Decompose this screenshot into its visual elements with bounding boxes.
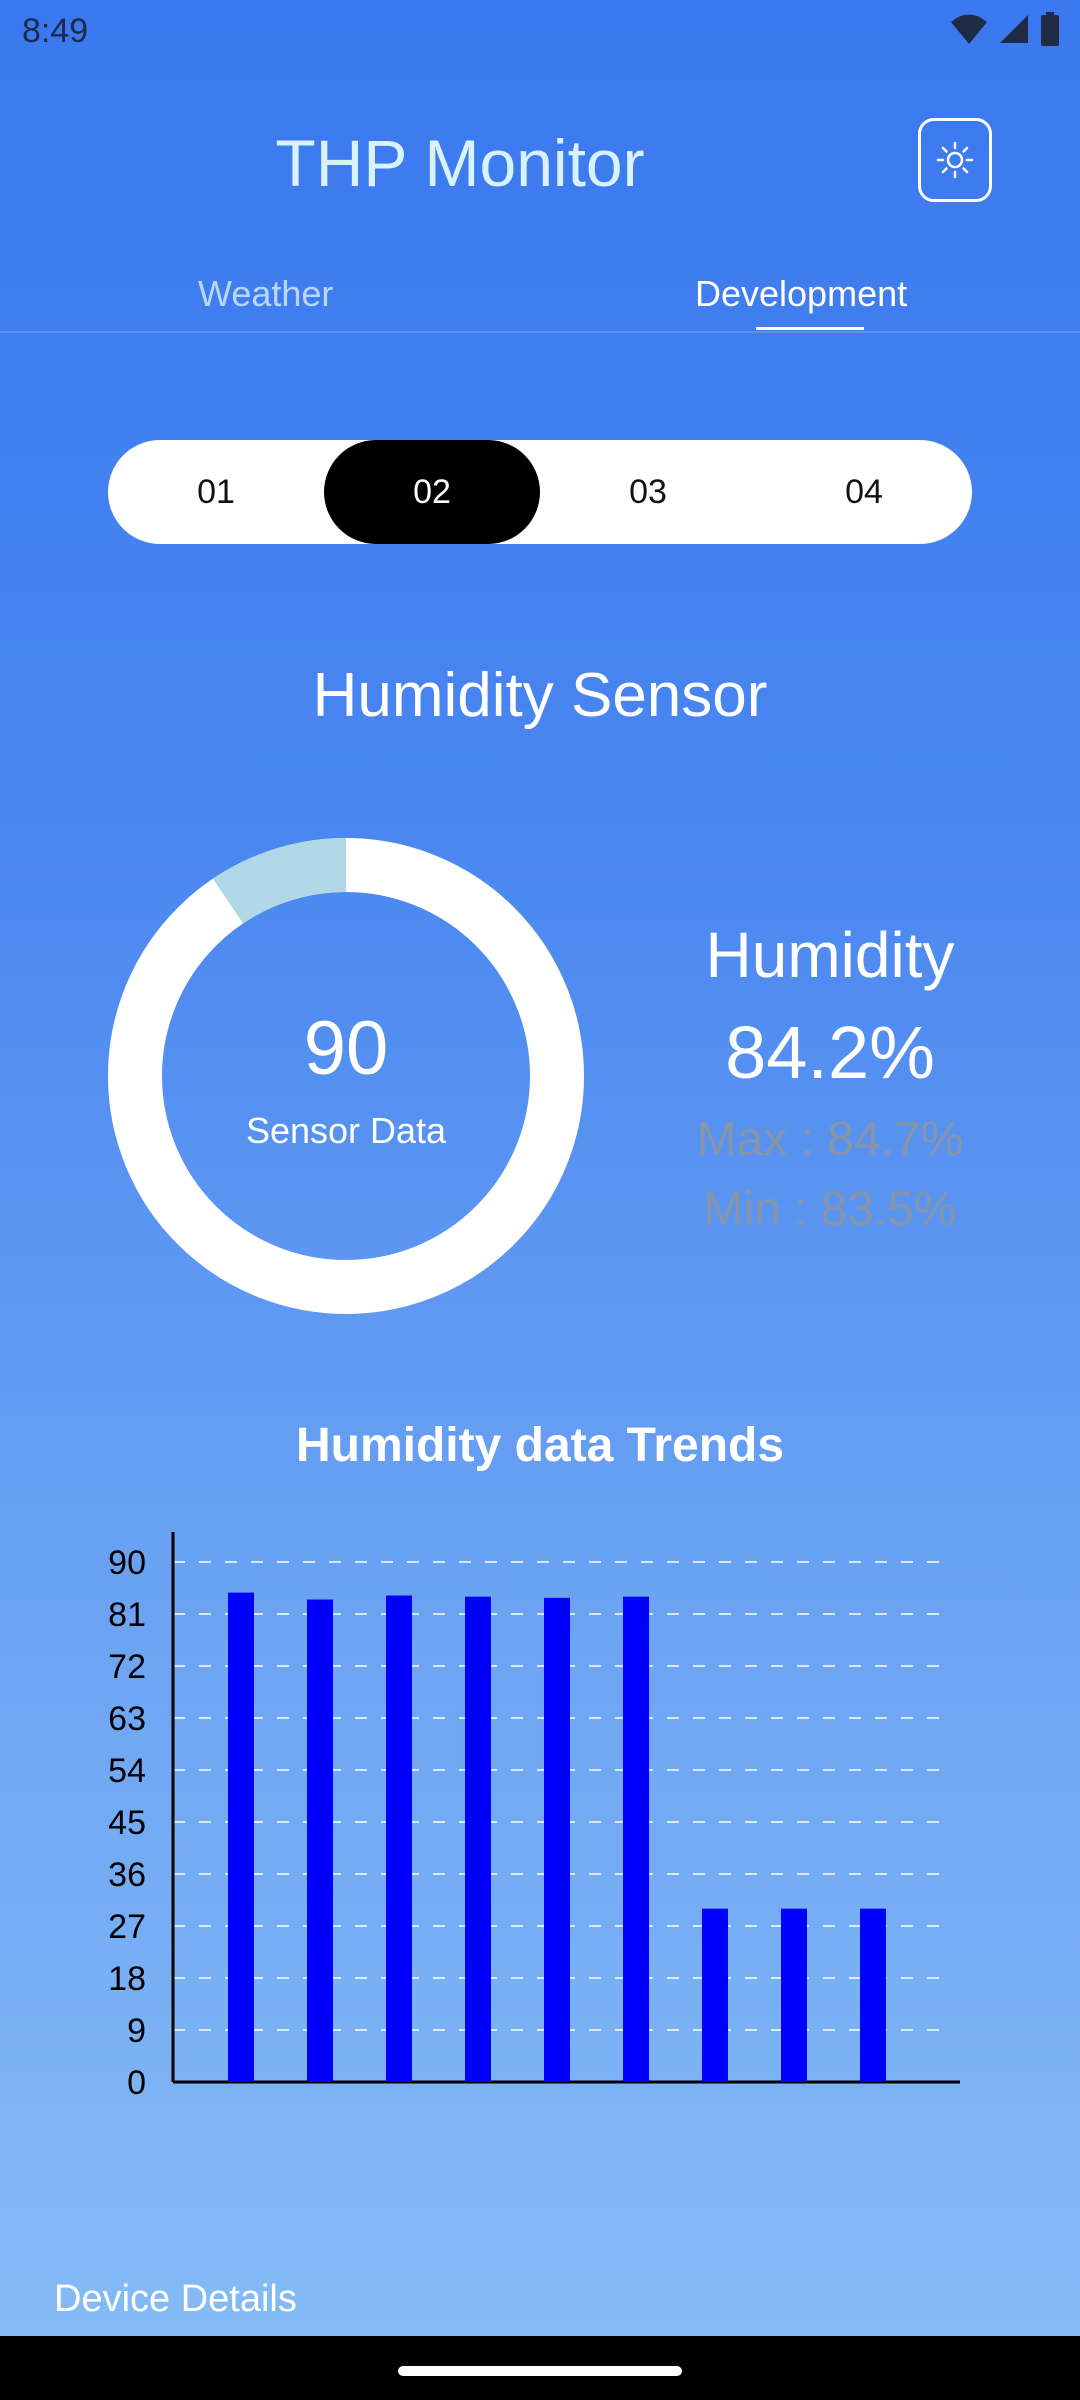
humidity-min: Min : 83.5% [703,1183,957,1236]
chart-bar [623,1596,649,2082]
chart-bar [781,1908,807,2082]
chart-bar [465,1596,491,2082]
sensor-selector: 01 02 03 04 [108,440,972,544]
chart-bar [860,1908,886,2082]
chart-bar [386,1595,412,2082]
selector-option-04[interactable]: 04 [845,472,883,511]
selector-option-03[interactable]: 03 [629,472,667,511]
tab-divider [0,331,1080,333]
home-handle[interactable] [398,2366,682,2376]
sun-icon [936,141,974,179]
y-tick-label: 81 [108,1596,146,1634]
battery-icon [1041,12,1059,46]
y-tick-label: 18 [108,1960,146,1998]
y-tick-label: 72 [108,1648,146,1686]
humidity-max: Max : 84.7% [696,1113,964,1166]
y-tick-label: 0 [127,2064,146,2100]
theme-toggle-button[interactable] [918,118,992,202]
gauge-label: Sensor Data [245,1110,447,1151]
signal-icon [1000,15,1028,43]
tab-development[interactable]: Development [695,273,908,314]
y-tick-label: 27 [108,1908,146,1946]
gauge-value: 90 [303,1006,389,1091]
humidity-gauge [108,838,584,1314]
chart-bar [307,1599,333,2082]
selector-option-02[interactable]: 02 [324,440,540,544]
sensor-title: Humidity Sensor [312,661,768,730]
y-tick-label: 90 [108,1544,146,1582]
chart-bar [544,1597,570,2082]
tab-active-indicator [756,327,864,330]
y-tick-label: 63 [108,1700,146,1738]
humidity-trend-chart: 0 9 18 27 36 45 54 63 72 81 90 [108,1532,960,2100]
humidity-label: Humidity [705,919,955,991]
y-tick-label: 45 [108,1804,146,1842]
tab-bar: Weather Development [0,255,1080,331]
chart-bar [702,1908,728,2082]
humidity-value: 84.2% [725,1011,935,1094]
gauge-fill [212,838,347,924]
tab-weather[interactable]: Weather [198,273,334,314]
y-tick-label: 9 [127,2012,146,2050]
chart-bar [228,1592,254,2082]
chart-title: Humidity data Trends [295,1419,785,1472]
y-tick-label: 36 [108,1856,146,1894]
device-details-link[interactable]: Device Details [54,2278,297,2320]
status-bar: 8:49 [0,0,1080,64]
wifi-icon [951,14,987,44]
navigation-bar [0,2336,1080,2400]
status-time: 8:49 [22,12,89,50]
selector-option-01[interactable]: 01 [197,472,235,511]
app-title: THP Monitor [275,126,645,200]
status-icons [950,12,1060,46]
y-tick-label: 54 [108,1752,146,1790]
